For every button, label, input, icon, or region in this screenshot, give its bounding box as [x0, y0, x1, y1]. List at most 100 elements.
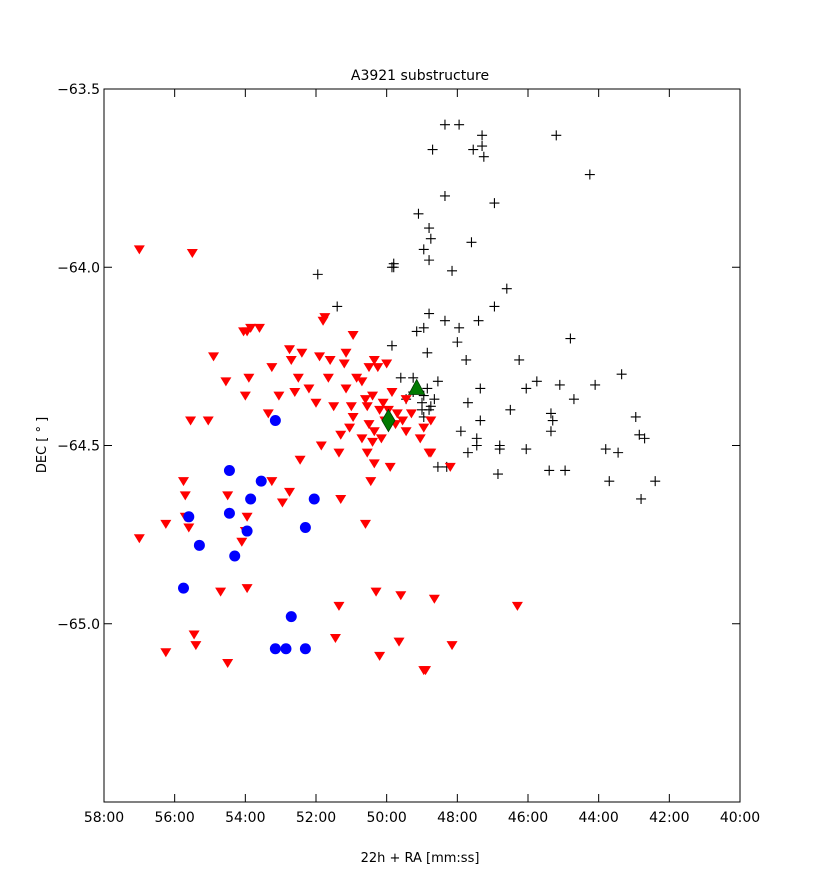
- data-point: [236, 537, 248, 547]
- data-point: [471, 440, 482, 451]
- data-point: [391, 409, 403, 419]
- data-point: [381, 359, 393, 369]
- data-point: [423, 448, 435, 458]
- y-tick-label: −64.0: [57, 260, 100, 276]
- data-point: [222, 658, 234, 668]
- data-point: [241, 327, 253, 337]
- x-tick-label: 42:00: [649, 810, 689, 826]
- data-point: [368, 355, 380, 365]
- data-point: [193, 539, 205, 551]
- data-point: [432, 461, 443, 472]
- data-point: [333, 601, 345, 611]
- data-point: [324, 355, 336, 365]
- data-point: [351, 373, 363, 383]
- data-point: [422, 347, 433, 358]
- data-point: [554, 379, 565, 390]
- data-point: [545, 408, 556, 419]
- data-point: [356, 377, 368, 387]
- data-point: [303, 384, 315, 394]
- data-point: [475, 415, 486, 426]
- data-point: [285, 355, 297, 365]
- data-point: [477, 141, 488, 152]
- data-point: [253, 323, 265, 333]
- data-point: [179, 491, 191, 501]
- data-point: [494, 444, 505, 455]
- data-point: [292, 373, 304, 383]
- data-point: [367, 391, 379, 401]
- data-point: [178, 582, 189, 594]
- x-tick-label: 52:00: [296, 810, 336, 826]
- data-point: [361, 448, 373, 458]
- data-point: [455, 426, 466, 437]
- x-tick-label: 58:00: [84, 810, 124, 826]
- data-points: [133, 119, 661, 676]
- data-point: [439, 190, 450, 201]
- data-point: [604, 476, 615, 487]
- data-point: [425, 233, 436, 244]
- data-point: [600, 444, 611, 455]
- data-point: [332, 301, 343, 312]
- data-point: [397, 416, 409, 426]
- data-point: [560, 465, 571, 476]
- data-point: [359, 519, 371, 529]
- x-axis: 58:00 56:00 54:00 52:00 50:00 48:00 46:00 44:00…: [84, 89, 760, 826]
- data-point: [616, 369, 627, 380]
- data-point: [452, 337, 463, 348]
- data-point: [411, 326, 422, 337]
- data-point: [428, 594, 440, 604]
- data-point: [418, 423, 430, 433]
- data-point: [446, 641, 458, 651]
- data-point: [388, 262, 399, 273]
- data-point: [299, 521, 311, 533]
- data-point: [188, 630, 200, 640]
- data-point: [363, 363, 375, 373]
- data-point: [551, 130, 562, 141]
- data-point: [266, 363, 278, 373]
- data-point: [284, 487, 295, 497]
- data-point: [462, 447, 473, 458]
- data-point: [422, 383, 433, 394]
- data-point: [241, 584, 253, 594]
- data-point: [183, 523, 195, 533]
- x-tick-label: 56:00: [154, 810, 194, 826]
- y-tick-label: −63.5: [57, 82, 100, 98]
- data-point: [133, 245, 145, 255]
- data-point: [439, 315, 450, 326]
- data-point: [381, 408, 396, 433]
- data-point: [340, 384, 352, 394]
- data-point: [335, 430, 347, 440]
- x-tick-label: 44:00: [578, 810, 618, 826]
- data-point: [432, 376, 443, 387]
- data-point: [418, 322, 429, 333]
- data-point: [241, 525, 253, 537]
- data-point: [408, 378, 426, 395]
- y-tick-label: −65.0: [57, 617, 100, 633]
- data-point: [478, 151, 489, 162]
- data-point: [505, 404, 516, 415]
- data-point: [477, 130, 488, 141]
- data-point: [202, 416, 214, 426]
- data-point: [269, 415, 281, 427]
- data-point: [266, 477, 278, 487]
- chart-title: A3921 substructure: [351, 68, 489, 84]
- data-point: [314, 352, 326, 362]
- data-point: [429, 394, 440, 405]
- data-point: [262, 409, 274, 419]
- data-point: [568, 394, 579, 405]
- data-point: [241, 512, 253, 522]
- data-point: [462, 397, 473, 408]
- data-point: [310, 398, 322, 408]
- data-point: [650, 476, 661, 487]
- data-point: [328, 402, 340, 412]
- y-axis-label: DEC [ ° ]: [35, 417, 50, 473]
- data-point: [531, 376, 542, 387]
- data-point: [544, 465, 555, 476]
- data-point: [338, 359, 350, 369]
- data-point: [222, 491, 234, 501]
- y-tick-label: −64.5: [57, 439, 100, 455]
- data-point: [425, 416, 437, 426]
- data-point: [514, 354, 525, 365]
- series-triangle-up: [408, 378, 426, 395]
- data-point: [160, 648, 172, 658]
